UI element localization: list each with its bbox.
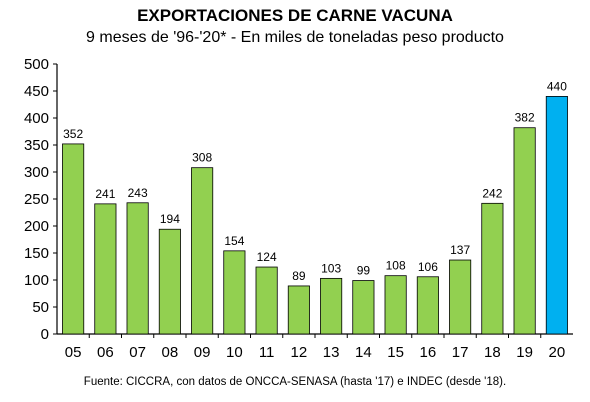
x-tick-label: 14 <box>355 344 372 361</box>
data-label-17: 137 <box>450 243 470 257</box>
data-label-05: 352 <box>63 127 83 141</box>
y-tick-label: 500 <box>24 56 49 73</box>
bar-19 <box>513 127 536 335</box>
x-tick-label: 05 <box>65 344 82 361</box>
x-tick-label: 16 <box>420 344 437 361</box>
bar-11 <box>255 266 278 335</box>
bar-20 <box>545 96 568 335</box>
bar-18 <box>481 202 504 335</box>
y-tick-label: 450 <box>24 83 49 100</box>
x-tick-label: 10 <box>226 344 243 361</box>
x-tick-label: 07 <box>129 344 146 361</box>
x-tick-label: 18 <box>484 344 501 361</box>
y-tick-label: 250 <box>24 191 49 208</box>
y-tick-label: 350 <box>24 137 49 154</box>
y-tick-label: 0 <box>41 326 49 343</box>
data-label-16: 106 <box>418 260 438 274</box>
data-label-14: 99 <box>357 264 371 278</box>
data-label-08: 194 <box>160 212 180 226</box>
data-label-19: 382 <box>515 111 535 125</box>
bar-06 <box>94 203 117 335</box>
bars <box>62 96 568 335</box>
x-tick-label: 11 <box>259 344 275 361</box>
x-tick-label: 17 <box>452 344 469 361</box>
bar-09 <box>191 167 214 335</box>
data-label-18: 242 <box>482 186 502 200</box>
x-tick-label: 09 <box>194 344 211 361</box>
x-tick-label: 19 <box>516 344 533 361</box>
bar-10 <box>223 250 246 335</box>
bar-16 <box>416 276 439 335</box>
y-tick-label: 400 <box>24 110 49 127</box>
x-tick-label: 13 <box>323 344 340 361</box>
bar-15 <box>384 275 407 335</box>
x-tick-label: 15 <box>387 344 404 361</box>
bar-13 <box>320 277 343 335</box>
data-label-20: 440 <box>547 79 567 93</box>
bar-08 <box>158 228 181 335</box>
chart-title: EXPORTACIONES DE CARNE VACUNA <box>137 6 453 25</box>
bar-05 <box>62 143 85 335</box>
y-tick-label: 300 <box>24 164 49 181</box>
x-tick-label: 06 <box>97 344 114 361</box>
y-tick-label: 100 <box>24 272 49 289</box>
y-tick-label: 50 <box>32 299 49 316</box>
chart-source: Fuente: CICCRA, con datos de ONCCA-SENAS… <box>83 376 507 388</box>
data-label-13: 103 <box>321 261 341 275</box>
x-tick-label: 12 <box>291 344 308 361</box>
data-label-15: 108 <box>386 259 406 273</box>
y-tick-label: 200 <box>24 218 49 235</box>
data-labels: 352 241 243 194 308 154 124 89 103 99 108 106 137 242… <box>63 79 567 283</box>
chart-subtitle: 9 meses de '96-'20* - En miles de tonela… <box>86 29 504 46</box>
data-label-11: 124 <box>257 250 277 264</box>
bar-17 <box>449 259 472 335</box>
data-label-12: 89 <box>292 269 306 283</box>
data-label-10: 154 <box>224 234 244 248</box>
data-label-07: 243 <box>128 186 148 200</box>
bar-14 <box>352 280 375 335</box>
bar-07 <box>126 202 149 335</box>
x-tick-label: 08 <box>162 344 179 361</box>
y-tick-label: 150 <box>24 245 49 262</box>
data-label-06: 241 <box>95 187 115 201</box>
y-axis: 0 50 100 150 200 250 300 350 400 450 500 <box>24 56 58 343</box>
x-tick-label: 20 <box>549 344 566 361</box>
x-axis: 05 06 07 08 09 10 11 12 13 14 15 16 17 18 19 20 <box>57 333 573 361</box>
data-label-09: 308 <box>192 151 212 165</box>
bar-12 <box>287 285 310 335</box>
